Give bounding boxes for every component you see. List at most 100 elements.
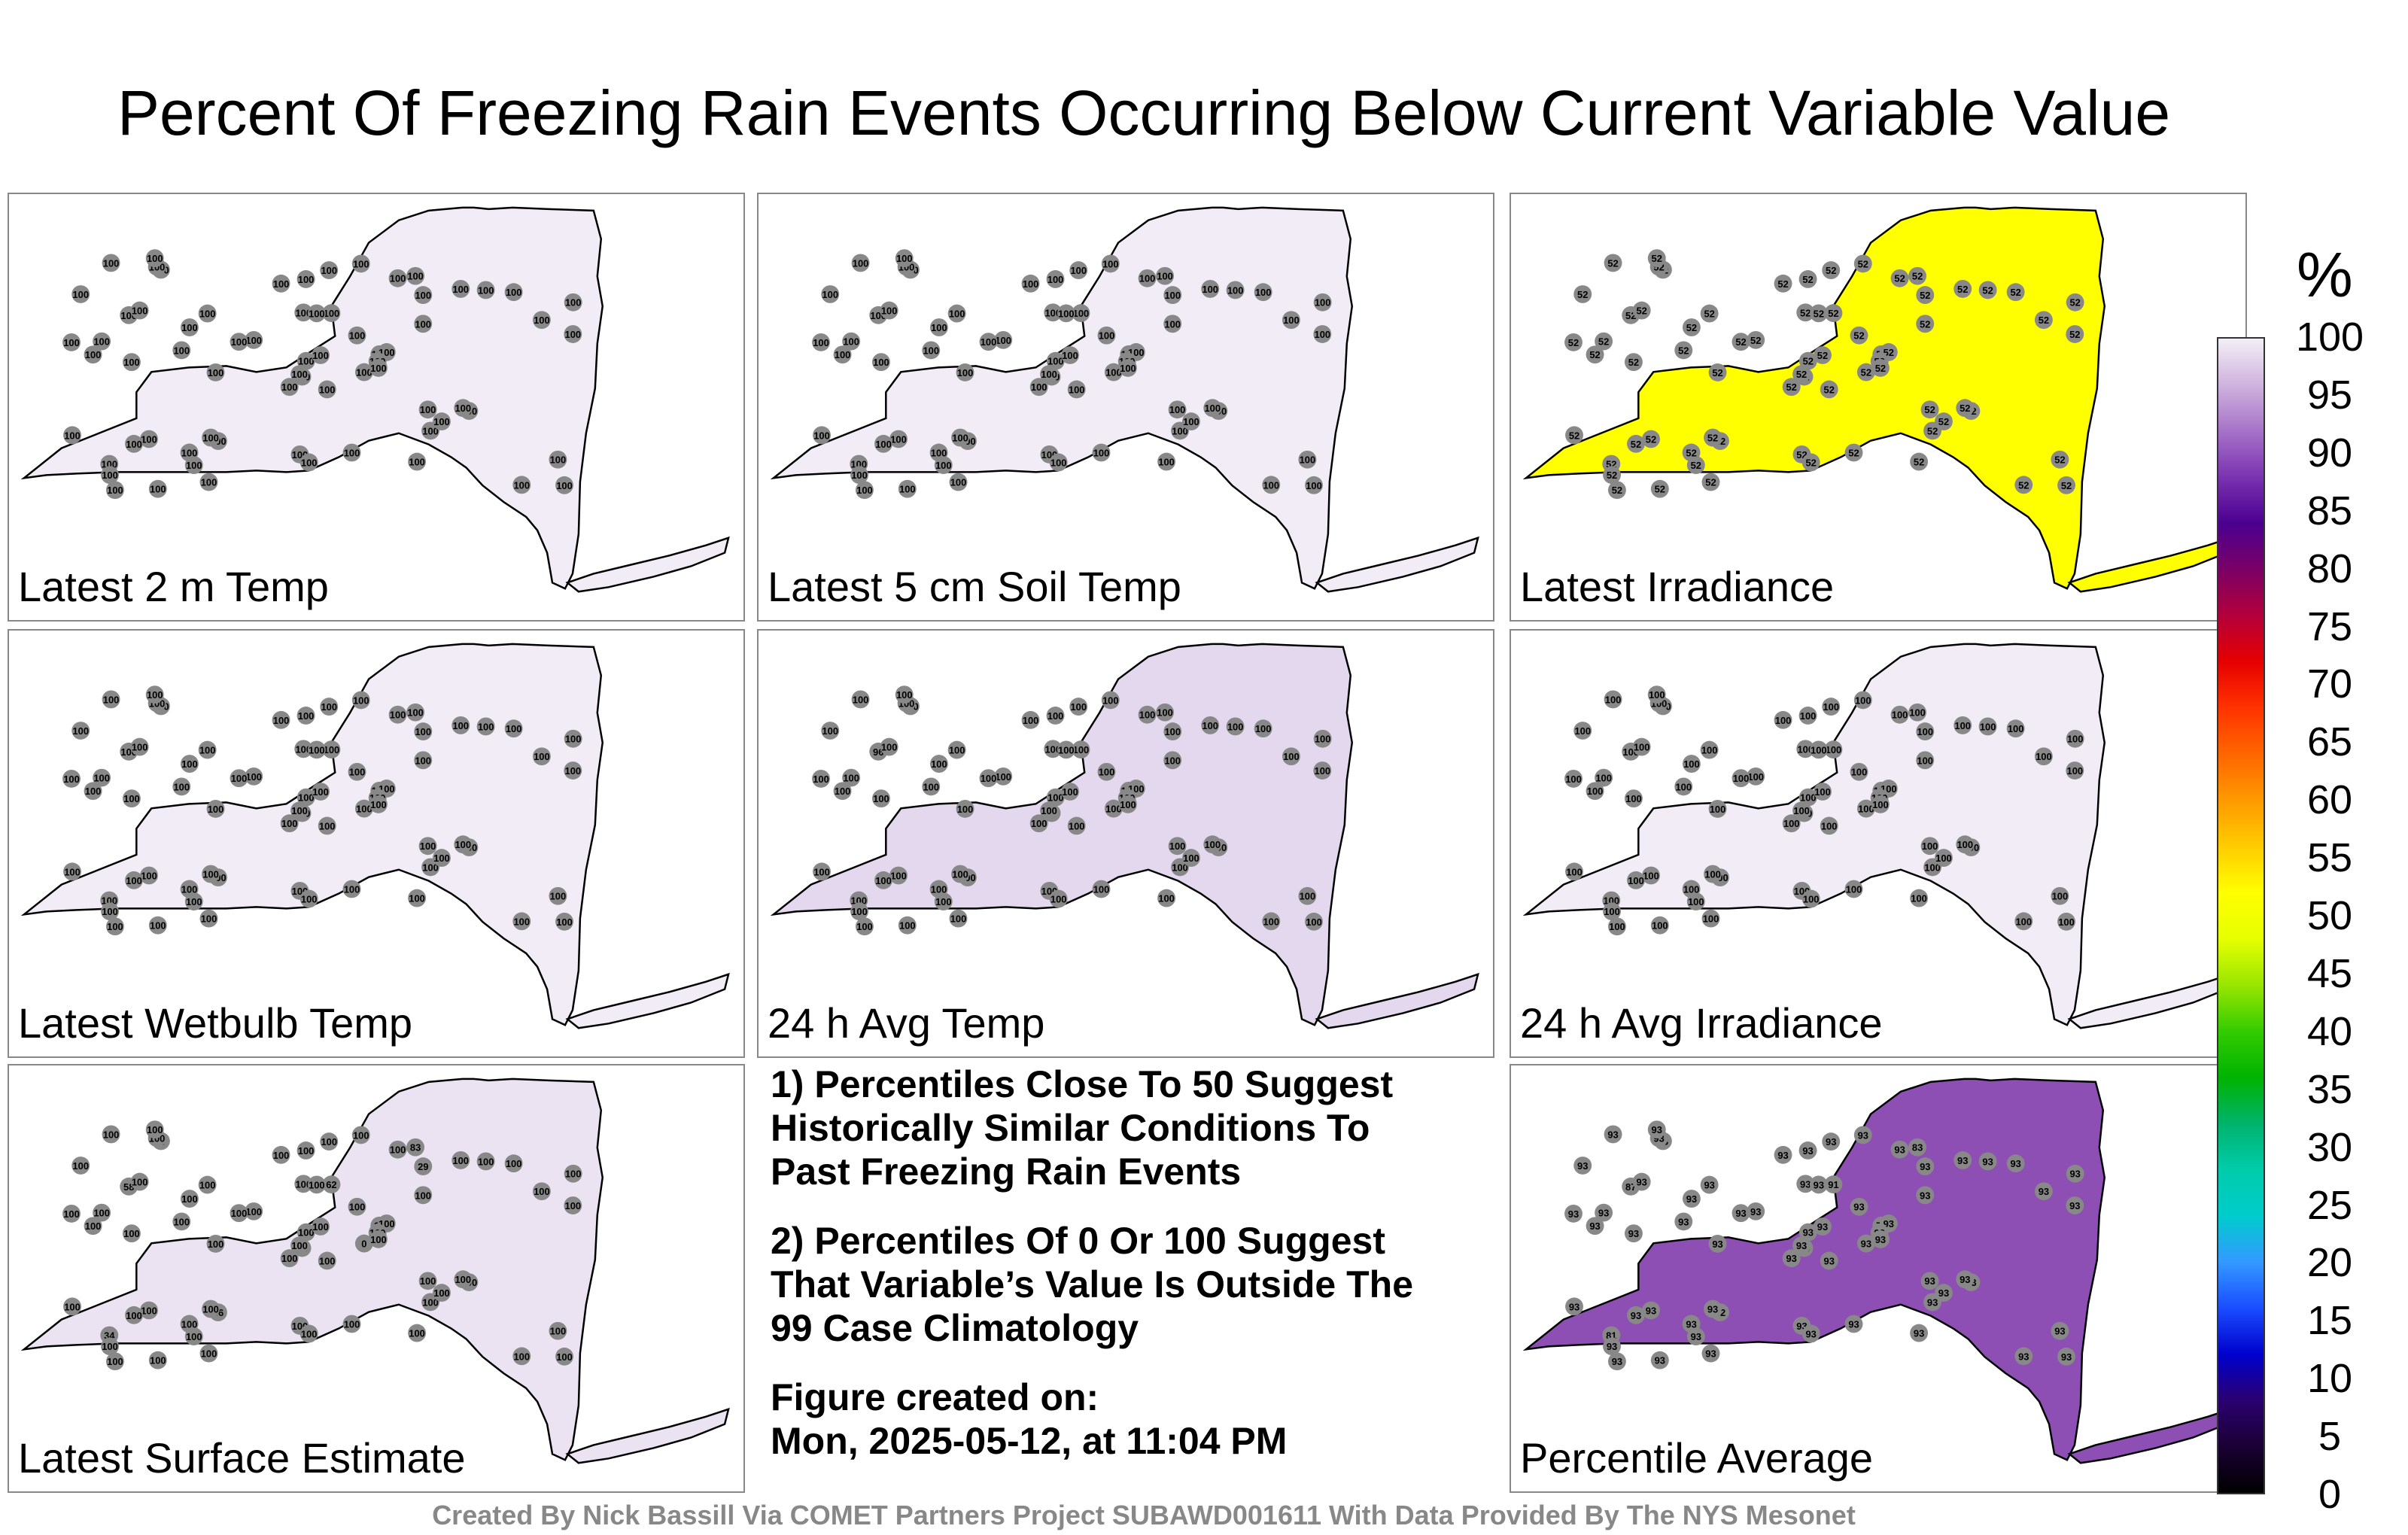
station-marker	[101, 466, 119, 485]
station-value: 100	[1047, 356, 1064, 367]
station-value: 100	[534, 1186, 550, 1197]
station-value: 100	[85, 786, 102, 797]
station-value: 100	[2067, 765, 2084, 777]
colorbar-tick: 45	[2306, 950, 2353, 996]
station-value: 100	[103, 1129, 120, 1140]
station-marker	[199, 1344, 218, 1363]
state-map: 1001001001001001001001001001001001001001…	[20, 643, 730, 1029]
colorbar-tick: 75	[2306, 603, 2353, 649]
station-value: 100	[63, 337, 80, 348]
station-value: 100	[309, 744, 325, 755]
station-marker	[145, 685, 164, 704]
station-value: 100	[1120, 799, 1136, 810]
panel-label: Latest Surface Estimate	[18, 1434, 466, 1482]
station-value: 100	[298, 356, 315, 367]
station-marker	[2066, 1196, 2084, 1214]
station-marker	[2051, 1321, 2069, 1340]
station-value: 100	[309, 308, 325, 319]
station-value: 100	[1683, 883, 1700, 895]
station-value: 100	[273, 278, 290, 290]
station-value: 100	[995, 771, 1011, 783]
station-value: 100	[409, 1328, 425, 1339]
station-value: 100	[107, 1356, 123, 1367]
station-value: 100	[856, 921, 873, 932]
station-marker	[105, 481, 124, 500]
station-marker	[230, 333, 248, 351]
station-value: 100	[208, 367, 224, 378]
station-marker	[388, 705, 407, 724]
station-value: 100	[353, 1129, 369, 1141]
station-value: 100	[1800, 710, 1817, 722]
station-marker	[1604, 1125, 1622, 1144]
colorbar-tick: 90	[2306, 430, 2353, 476]
station-value: 100	[407, 707, 424, 719]
station-value: 100	[85, 1220, 102, 1232]
station-value: 100	[202, 1304, 219, 1315]
station-value: 100	[301, 1328, 318, 1339]
station-marker	[351, 254, 370, 273]
station-marker	[1822, 1132, 1841, 1151]
station-marker	[1953, 1151, 1972, 1169]
station-value: 52	[1803, 356, 1814, 367]
station-marker	[476, 281, 495, 299]
station-value: 100	[1139, 710, 1156, 721]
station-value: 52	[1858, 258, 1868, 269]
station-marker	[1049, 453, 1068, 472]
station-value: 100	[952, 433, 968, 444]
station-marker	[322, 304, 341, 322]
station-marker	[1674, 341, 1693, 360]
station-marker	[1564, 1204, 1583, 1223]
station-value: 100	[452, 1155, 469, 1166]
station-marker	[821, 285, 840, 303]
state-map: 1005898349456836229027100100100100100100…	[20, 1078, 730, 1464]
station-marker	[71, 722, 90, 740]
map-panel: 100 100 100 100 100 100 100 100 100 100 100 100 100 1…	[8, 193, 745, 622]
station-marker	[1814, 783, 1832, 801]
colorbar-tick: 95	[2306, 372, 2353, 418]
station-value: 100	[478, 721, 494, 732]
station-value: 52	[1848, 447, 1859, 458]
station-value: 52	[1796, 369, 1807, 380]
figure-title: Percent Of Freezing Rain Events Occurrin…	[117, 78, 2171, 148]
station-marker	[1704, 865, 1722, 883]
station-marker	[245, 767, 263, 786]
station-value: 100	[132, 305, 148, 317]
station-value: 100	[422, 862, 439, 873]
station-marker	[564, 1164, 582, 1183]
station-value: 100	[201, 1348, 217, 1360]
panel-label: Latest Wetbulb Temp	[18, 999, 413, 1047]
colorbar-tick: 35	[2306, 1066, 2353, 1112]
station-marker	[1890, 1140, 1909, 1159]
station-value: 100	[1073, 744, 1090, 755]
station-value: 100	[1105, 367, 1122, 378]
station-marker	[206, 363, 225, 381]
station-marker	[1910, 889, 1929, 907]
station-marker	[1313, 761, 1332, 780]
station-value: 100	[1255, 723, 1272, 734]
station-marker	[855, 917, 874, 936]
station-marker	[1798, 351, 1817, 370]
station-value: 100	[1093, 883, 1110, 895]
station-marker	[414, 722, 433, 740]
station-marker	[1856, 799, 1875, 818]
station-marker	[1298, 450, 1317, 469]
station-marker	[1595, 1203, 1613, 1222]
station-marker	[1732, 1204, 1750, 1223]
station-value: 93	[1848, 1318, 1859, 1330]
station-value: 100	[93, 773, 110, 784]
station-marker	[1908, 266, 1927, 285]
station-marker	[245, 330, 263, 349]
station-marker	[348, 762, 366, 781]
station-marker	[2034, 747, 2053, 766]
station-marker	[199, 909, 218, 928]
station-marker	[1798, 707, 1817, 725]
station-marker	[1282, 747, 1300, 766]
station-value: 100	[147, 1124, 163, 1135]
station-marker	[1565, 862, 1583, 881]
station-value: 100	[565, 765, 582, 777]
station-value: 100	[952, 869, 968, 880]
station-value: 93	[1569, 1301, 1579, 1312]
station-value: 100	[873, 793, 889, 804]
station-marker	[956, 799, 974, 818]
station-marker	[433, 1284, 451, 1302]
